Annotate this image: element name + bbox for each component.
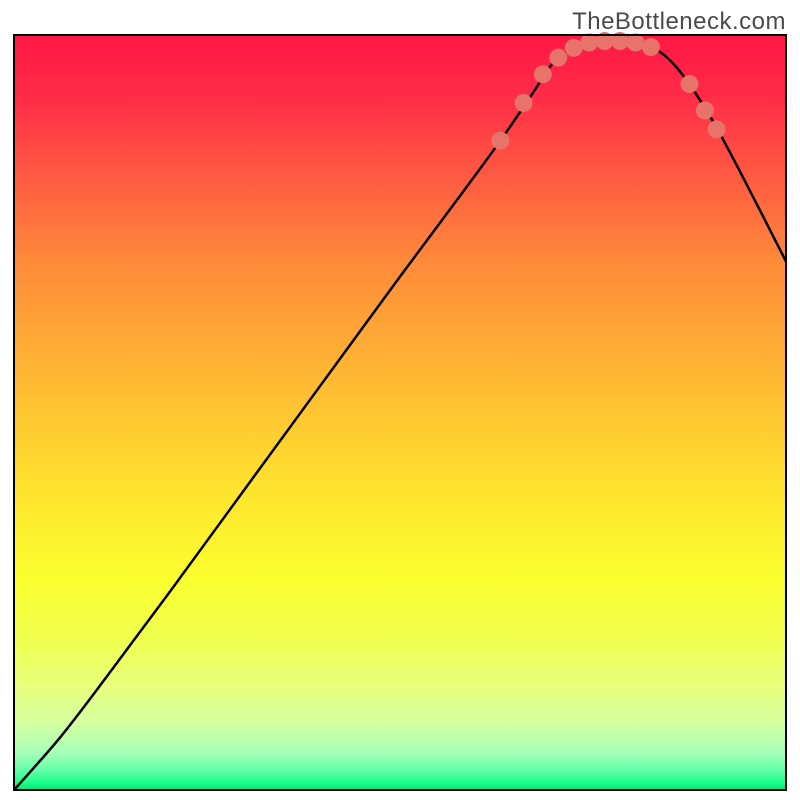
data-marker <box>580 34 598 52</box>
bottleneck-chart <box>0 0 800 800</box>
data-marker <box>549 49 567 67</box>
data-marker <box>491 132 509 150</box>
data-marker <box>681 75 699 93</box>
data-marker <box>515 94 533 112</box>
attribution-text: TheBottleneck.com <box>572 8 786 36</box>
data-marker <box>708 120 726 138</box>
data-marker <box>626 34 644 52</box>
data-marker <box>696 102 714 120</box>
data-marker <box>642 38 660 56</box>
data-marker <box>534 65 552 83</box>
plot-background <box>14 35 786 790</box>
data-marker <box>565 39 583 57</box>
